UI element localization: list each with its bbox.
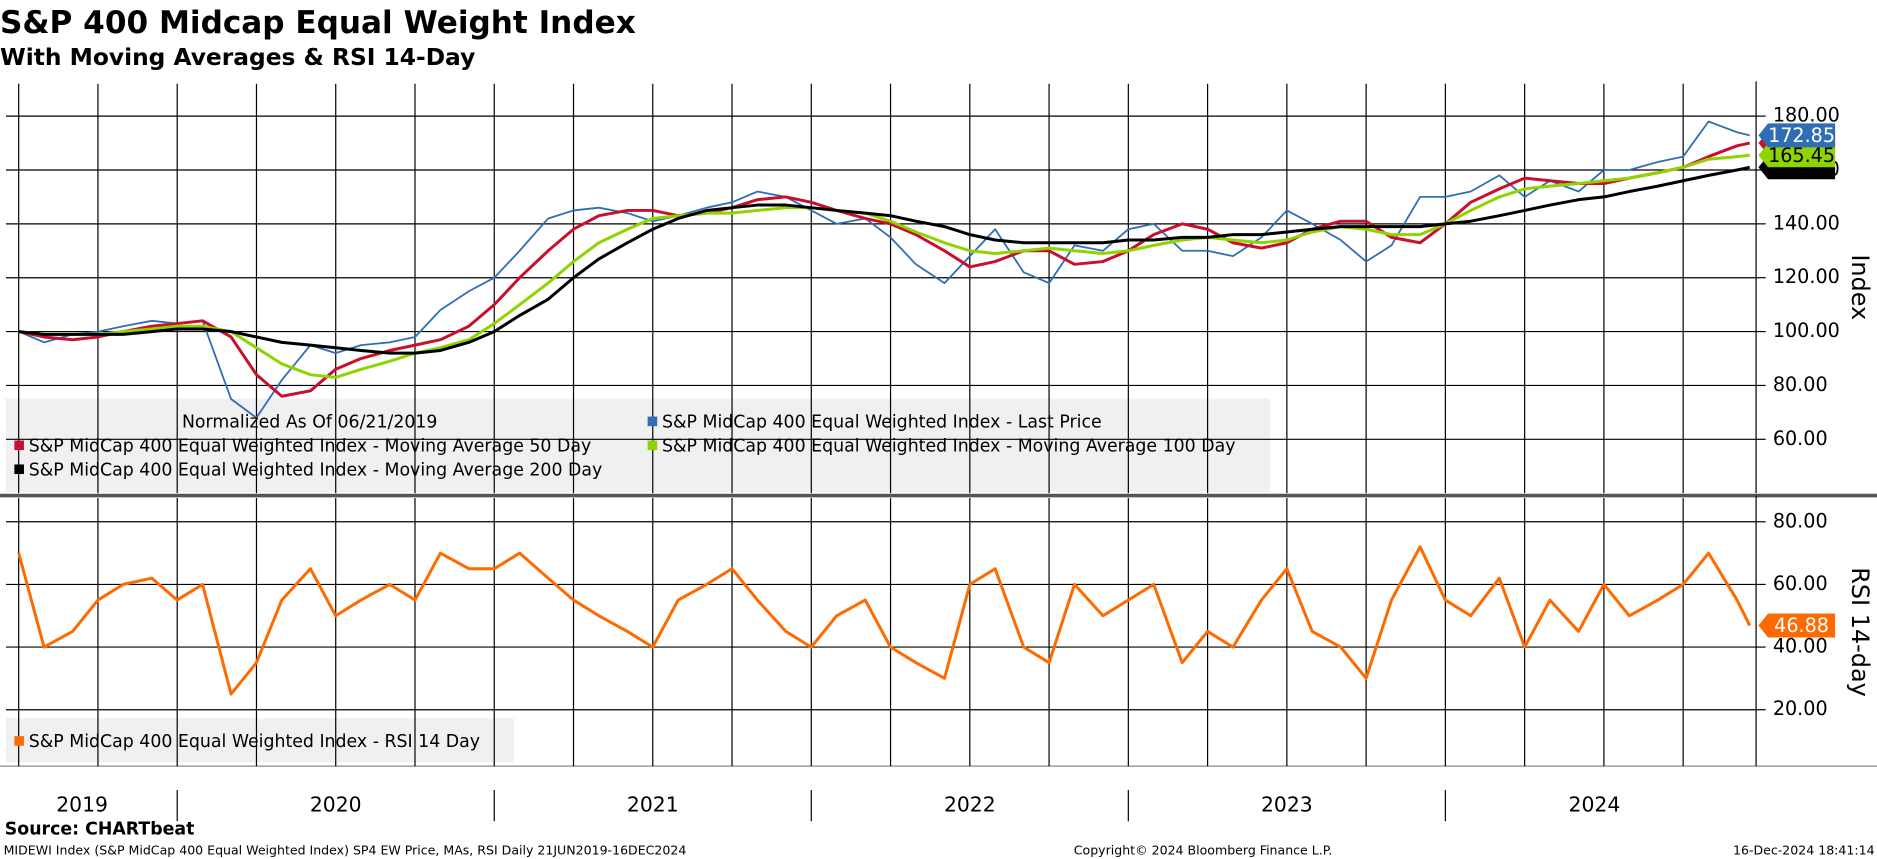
legend-swatch	[14, 440, 24, 451]
y-tick-label: 140.00	[1773, 211, 1840, 234]
x-tick-label: 2020	[310, 793, 362, 817]
y-tick-label: 60.00	[1773, 427, 1828, 450]
legend-swatch	[647, 440, 658, 451]
y-tick-label: 120.00	[1773, 265, 1840, 288]
y-tick-label: 100.00	[1773, 319, 1840, 342]
x-tick-label: 2023	[1261, 793, 1313, 817]
last-value-box	[1758, 613, 1836, 638]
y-axis-label: RSI 14-day	[1846, 567, 1874, 697]
legend-label: S&P MidCap 400 Equal Weighted Index - Mo…	[29, 460, 603, 480]
last-value-label: 46.88	[1774, 614, 1829, 637]
series-line	[18, 153, 1750, 379]
x-tick-label: 2022	[944, 793, 996, 817]
footer-left: MIDEWI Index (S&P MidCap 400 Equal Weigh…	[4, 843, 687, 858]
legend-label: S&P MidCap 400 Equal Weighted Index - Mo…	[29, 436, 591, 456]
source: Source: CHARTbeat	[5, 820, 195, 840]
y-tick-label: 80.00	[1773, 373, 1828, 396]
x-tick-label: 2021	[627, 793, 679, 817]
y-tick-label: 80.00	[1773, 509, 1828, 532]
legend-label: S&P MidCap 400 Equal Weighted Index - RS…	[29, 732, 480, 752]
legend-box	[6, 718, 514, 763]
y-tick-label: 60.00	[1773, 572, 1828, 595]
legend-swatch	[14, 736, 24, 746]
chart-subtitle: With Moving Averages & RSI 14-Day	[0, 43, 475, 71]
legend-swatch	[647, 416, 658, 427]
footer-center: Copyright© 2024 Bloomberg Finance L.P.	[1074, 843, 1333, 858]
y-tick-label: 40.00	[1773, 635, 1828, 658]
x-tick-label: 2019	[56, 793, 108, 817]
last-value-box	[1758, 143, 1836, 168]
footer-right: 16-Dec-2024 18:41:14	[1733, 843, 1875, 858]
legend-label: S&P MidCap 400 Equal Weighted Index - La…	[662, 413, 1102, 433]
legend-swatch	[14, 464, 24, 475]
y-tick-label: 180.00	[1773, 104, 1840, 127]
series-line	[17, 545, 1752, 696]
y-axis-label: Index	[1846, 254, 1874, 320]
x-tick-label: 2024	[1569, 793, 1621, 817]
legend-label: S&P MidCap 400 Equal Weighted Index - Mo…	[662, 436, 1236, 456]
last-value-box	[1758, 123, 1836, 148]
series-line	[18, 141, 1751, 398]
last-value-label: 172.85	[1768, 124, 1835, 147]
series-line	[18, 165, 1751, 355]
y-tick-label: 20.00	[1773, 697, 1828, 720]
legend-box	[6, 398, 1271, 492]
legend-note: Normalized As Of 06/21/2019	[182, 413, 438, 433]
series-line	[18, 120, 1750, 419]
last-value-label: 165.45	[1768, 144, 1835, 167]
chart-title: S&P 400 Midcap Equal Weight Index	[0, 5, 636, 41]
